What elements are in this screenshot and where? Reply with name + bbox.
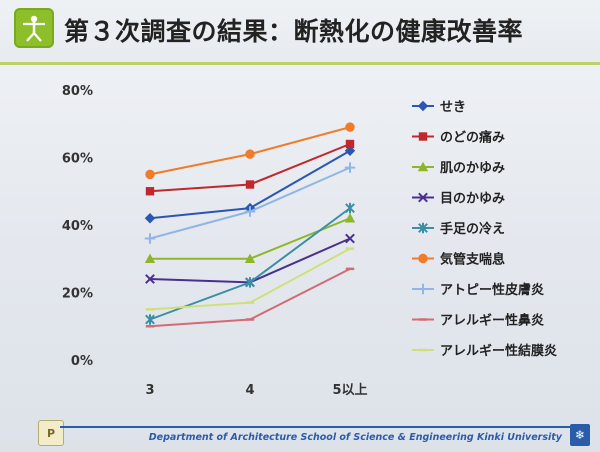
legend-marker	[418, 192, 428, 203]
data-point	[144, 213, 156, 224]
data-point	[245, 180, 255, 189]
title-bar: 第３次調査の結果：断熱化の健康改善率	[0, 0, 600, 65]
data-point	[244, 206, 256, 217]
y-tick-label: 0%	[71, 354, 93, 369]
legend-label: アレルギー性鼻炎	[440, 313, 544, 329]
x-tick-label: 3	[145, 383, 154, 398]
legend-label: 肌のかゆみ	[440, 161, 505, 176]
data-point	[345, 139, 355, 149]
slide-title: 第３次調査の結果：断熱化の健康改善率	[64, 17, 524, 46]
data-point	[144, 253, 156, 263]
legend-label: 目のかゆみ	[440, 192, 505, 207]
data-point	[345, 233, 355, 244]
data-point	[145, 314, 155, 325]
data-point	[245, 277, 255, 288]
y-tick-label: 20%	[62, 287, 93, 302]
snowflake-icon: ❄	[570, 424, 590, 446]
legend-label: 手足の冷え	[440, 221, 505, 237]
legend-marker	[417, 283, 429, 295]
data-point	[245, 149, 255, 159]
legend-label: アトピー性皮膚炎	[440, 282, 544, 298]
legend-label: のどの痛み	[440, 130, 505, 146]
data-point	[244, 253, 256, 263]
page-icon: P	[38, 420, 64, 446]
legend-marker	[418, 132, 428, 141]
legend-label: 気管支喘息	[440, 252, 505, 268]
vitruvian-man-icon	[14, 8, 54, 48]
data-point	[145, 169, 155, 180]
x-tick-label: 5以上	[332, 383, 367, 398]
data-point	[344, 162, 356, 173]
legend-label: せき	[440, 100, 466, 115]
legend-marker	[418, 222, 428, 234]
legend-marker	[418, 253, 428, 264]
footer-divider	[60, 426, 570, 428]
legend-marker	[417, 100, 429, 112]
footer-text: Department of Architecture School of Sci…	[148, 432, 562, 443]
footer: P Department of Architecture School of S…	[0, 414, 600, 452]
data-point	[345, 122, 355, 132]
y-tick-label: 60%	[62, 152, 93, 167]
data-point	[145, 187, 155, 196]
chart-area: 0% 20% 40% 60% 80% 3 4 5以上 せきのどの痛み肌のかゆみ目のかゆみ手足の冷…	[0, 70, 600, 410]
data-point	[145, 274, 155, 284]
y-tick-label: 80%	[62, 84, 93, 99]
x-tick-label: 4	[245, 383, 254, 398]
data-point	[345, 202, 355, 214]
legend-marker	[417, 161, 429, 172]
line-chart: 0% 20% 40% 60% 80% 3 4 5以上 せきのどの痛み肌のかゆみ目のかゆみ手足の冷…	[62, 84, 557, 398]
data-point	[344, 213, 356, 223]
data-point	[144, 233, 156, 244]
legend-label: アレルギー性結膜炎	[440, 343, 557, 359]
y-tick-label: 40%	[62, 219, 93, 234]
